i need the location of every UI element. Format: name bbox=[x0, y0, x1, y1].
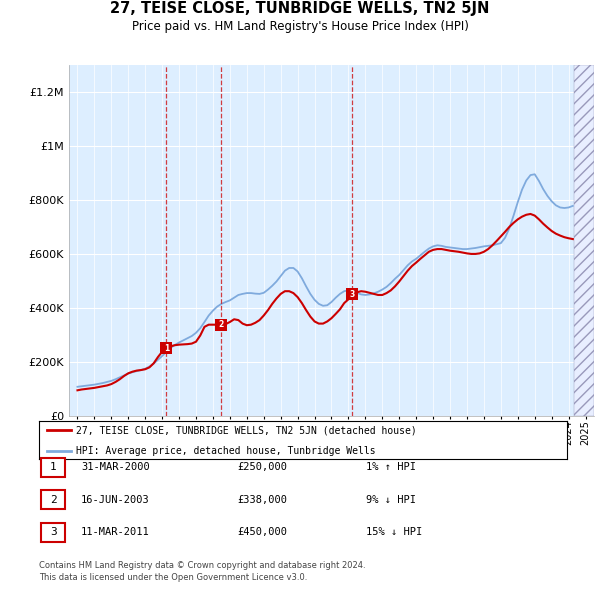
Text: 1% ↑ HPI: 1% ↑ HPI bbox=[366, 463, 416, 472]
Text: Price paid vs. HM Land Registry's House Price Index (HPI): Price paid vs. HM Land Registry's House … bbox=[131, 20, 469, 33]
Text: 2: 2 bbox=[218, 320, 223, 329]
Text: £450,000: £450,000 bbox=[237, 527, 287, 537]
FancyBboxPatch shape bbox=[41, 490, 65, 509]
Text: 27, TEISE CLOSE, TUNBRIDGE WELLS, TN2 5JN (detached house): 27, TEISE CLOSE, TUNBRIDGE WELLS, TN2 5J… bbox=[76, 425, 417, 435]
Text: 3: 3 bbox=[349, 290, 354, 299]
Text: 9% ↓ HPI: 9% ↓ HPI bbox=[366, 495, 416, 504]
Text: 1: 1 bbox=[164, 344, 169, 353]
Text: 16-JUN-2003: 16-JUN-2003 bbox=[81, 495, 150, 504]
Text: Contains HM Land Registry data © Crown copyright and database right 2024.: Contains HM Land Registry data © Crown c… bbox=[39, 560, 365, 570]
Bar bbox=[574, 65, 594, 416]
Text: This data is licensed under the Open Government Licence v3.0.: This data is licensed under the Open Gov… bbox=[39, 572, 307, 582]
Text: £250,000: £250,000 bbox=[237, 463, 287, 472]
Text: 11-MAR-2011: 11-MAR-2011 bbox=[81, 527, 150, 537]
Text: 27, TEISE CLOSE, TUNBRIDGE WELLS, TN2 5JN: 27, TEISE CLOSE, TUNBRIDGE WELLS, TN2 5J… bbox=[110, 1, 490, 16]
FancyBboxPatch shape bbox=[41, 458, 65, 477]
Text: 3: 3 bbox=[50, 527, 57, 537]
Text: 15% ↓ HPI: 15% ↓ HPI bbox=[366, 527, 422, 537]
Text: 2: 2 bbox=[50, 495, 57, 504]
Text: 1: 1 bbox=[50, 463, 57, 472]
Text: £338,000: £338,000 bbox=[237, 495, 287, 504]
FancyBboxPatch shape bbox=[41, 523, 65, 542]
Text: HPI: Average price, detached house, Tunbridge Wells: HPI: Average price, detached house, Tunb… bbox=[76, 445, 376, 455]
Text: 31-MAR-2000: 31-MAR-2000 bbox=[81, 463, 150, 472]
